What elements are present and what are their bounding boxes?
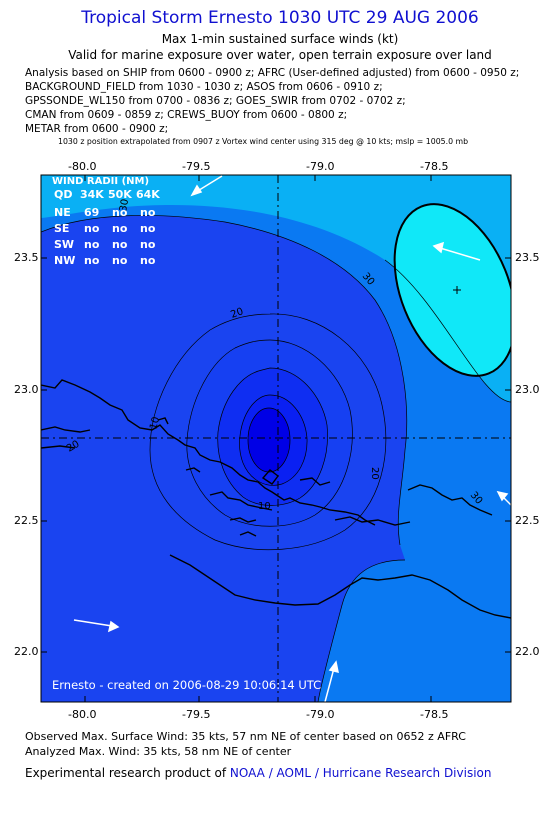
wind-radii-cell: no [84, 238, 100, 251]
contour-label: 20 [229, 306, 245, 321]
subtitle-wind-type: Max 1-min sustained surface winds (kt) [161, 32, 399, 46]
wind-radii-cell: no [84, 254, 100, 267]
y-tick-label: 22.0 [515, 645, 540, 658]
x-tick-label: -79.5 [182, 160, 211, 173]
arrow-head [432, 241, 445, 254]
x-tick-label: -78.5 [420, 160, 449, 173]
wind-radii-cell: no [112, 238, 128, 251]
wind-radii-cell: NE [54, 206, 71, 219]
x-tick-label: -80.0 [68, 708, 97, 721]
wind-arrow [324, 667, 335, 702]
x-tick-label: -79.0 [306, 160, 335, 173]
wind-radii-table: WIND RADII (NM) QD 34K 50K 64K NE 69 no … [52, 176, 160, 267]
x-tick-label: -79.5 [182, 708, 211, 721]
wind-arrow [439, 247, 481, 261]
arrow-head [496, 490, 509, 502]
y-tick-label: 22.0 [14, 645, 39, 658]
observed-max-wind: Observed Max. Surface Wind: 35 kts, 57 n… [25, 730, 466, 743]
credit-line: Experimental research product of NOAA / … [25, 766, 491, 780]
contour-label: 20 [369, 467, 380, 480]
plot-frame [40, 174, 512, 703]
analyzed-max-wind: Analyzed Max. Wind: 35 kts, 58 nm NE of … [25, 745, 292, 758]
wind-radii-cell: no [140, 206, 156, 219]
y-tick-label: 23.5 [515, 251, 540, 264]
y-tick-label: 23.0 [515, 383, 540, 396]
wind-radii-header: QD [54, 188, 72, 201]
wind-arrow [195, 175, 223, 193]
contour-30 [41, 215, 408, 546]
analysis-line: Analysis based on SHIP from 0600 - 0900 … [25, 67, 520, 79]
y-tick-label: 22.5 [14, 514, 39, 527]
x-tick-label: -79.0 [306, 708, 335, 721]
wind-radii-header: 34K [80, 188, 104, 201]
page-title: Tropical Storm Ernesto 1030 UTC 29 AUG 2… [81, 8, 479, 28]
storm-core [247, 407, 291, 473]
credit-prefix: Experimental research product of [25, 766, 230, 780]
contour-30-east [384, 259, 511, 403]
wind-radii-cell: no [140, 238, 156, 251]
analysis-line: BACKGROUND_FIELD from 1030 - 1030 z; ASO… [25, 81, 383, 93]
y-tick-label: 22.5 [515, 514, 540, 527]
analysis-line: CMAN from 0609 - 0859 z; CREWS_BUOY from… [25, 109, 348, 121]
subtitle-exposure: Valid for marine exposure over water, op… [68, 48, 492, 62]
coastline [41, 379, 511, 619]
wind-radii-cell: no [140, 254, 156, 267]
axis-ticks [41, 175, 511, 702]
wind-radii-cell: NW [54, 254, 75, 267]
wind-radii-title: WIND RADII (NM) [52, 176, 149, 187]
wind-radii-cell: SW [54, 238, 74, 251]
arrow-head [328, 660, 339, 674]
wind-radii-cell: no [112, 206, 128, 219]
position-note: 1030 z position extrapolated from 0907 z… [58, 137, 469, 146]
x-tick-label: -78.5 [420, 708, 449, 721]
contour-label: 30 [118, 198, 131, 212]
wind-radii-cell: no [112, 222, 128, 235]
y-tick-label: 23.0 [14, 383, 39, 396]
contour-label: 10 [258, 501, 271, 512]
x-tick-label: -80.0 [68, 160, 97, 173]
observation-arrows [73, 175, 511, 702]
wind-radii-cell: 69 [84, 206, 99, 219]
wind-radii-header: 50K [108, 188, 132, 201]
wind-contours: 30 30 20 20 30 20 10 10 WIND RADII (NM) … [41, 175, 511, 702]
hrd-link[interactable]: NOAA / AOML / Hurricane Research Divisio… [229, 766, 492, 780]
contour-label: 10 [148, 416, 162, 431]
created-timestamp: Ernesto - created on 2006-08-29 10:06:14… [52, 678, 321, 692]
wind-radii-cell: SE [54, 222, 69, 235]
wind-radii-cell: no [84, 222, 100, 235]
wind-radii-header: 64K [136, 188, 160, 201]
wind-arrow [73, 619, 113, 627]
band-30-40 [41, 175, 511, 402]
wind-radii-cell: no [112, 254, 128, 267]
max-wind-marker [453, 286, 461, 294]
arrow-head [107, 620, 120, 633]
analysis-line: METAR from 0600 - 0900 z; [25, 123, 169, 135]
y-tick-label: 23.5 [14, 251, 39, 264]
wind-radii-cell: no [140, 222, 156, 235]
analysis-line: GPSSONDE_WL150 from 0700 - 0836 z; GOES_… [25, 95, 406, 107]
contour-30-lower [317, 559, 406, 702]
arrow-head [190, 184, 203, 197]
